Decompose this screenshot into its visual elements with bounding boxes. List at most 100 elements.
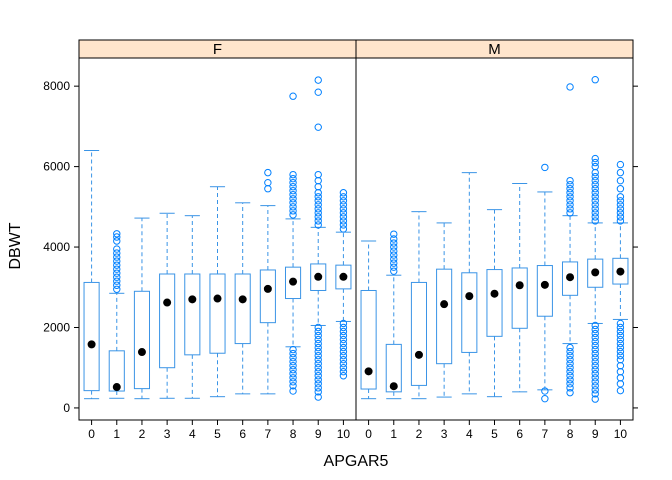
box-F-0 — [83, 150, 100, 400]
outlier-point — [591, 374, 599, 382]
outlier-point — [591, 321, 599, 330]
outlier-point — [566, 347, 574, 356]
outlier-point — [390, 255, 398, 263]
outlier-point — [314, 193, 322, 201]
box-M-10 — [612, 160, 629, 395]
outlier-point — [591, 357, 599, 366]
median-dot — [137, 348, 146, 357]
outlier-point — [591, 162, 599, 171]
outlier-point — [339, 335, 348, 344]
outlier-point — [339, 193, 348, 201]
outlier-point — [314, 331, 322, 340]
strip-label-M: M — [488, 41, 501, 58]
outlier-point — [314, 335, 322, 344]
outlier-point — [113, 269, 121, 277]
outlier-point — [289, 374, 297, 382]
x-tick-label: 5 — [214, 427, 221, 441]
box-F-3 — [159, 212, 176, 399]
box-body — [360, 289, 377, 390]
x-axis-title: APGAR5 — [324, 453, 389, 470]
outlier-point — [113, 265, 121, 273]
outlier-point — [289, 191, 297, 199]
outlier-point — [314, 201, 322, 209]
outlier-point — [113, 237, 121, 245]
x-tick-label: 6 — [516, 427, 523, 441]
box-F-4 — [184, 215, 201, 399]
box-body — [284, 266, 302, 300]
outlier-point — [616, 362, 625, 370]
y-tick-label: 8000 — [43, 79, 70, 93]
box-F-5 — [209, 186, 226, 398]
outlier-point — [616, 168, 625, 177]
box-F-8 — [284, 92, 302, 395]
outlier-point — [541, 394, 549, 403]
outlier-point — [591, 378, 599, 386]
box-body — [335, 264, 352, 290]
panel-M — [360, 76, 629, 403]
outlier-point — [314, 372, 322, 380]
outlier-point — [566, 205, 574, 213]
outlier-point — [616, 193, 625, 201]
outlier-point — [289, 199, 297, 207]
box-M-2 — [410, 211, 428, 400]
outlier-point — [314, 384, 322, 392]
outlier-point — [113, 261, 121, 269]
outlier-point — [264, 178, 272, 187]
box-body — [209, 273, 226, 354]
outlier-point — [339, 364, 348, 372]
box-body — [536, 265, 553, 317]
outlier-point — [566, 380, 574, 388]
outlier-point — [616, 323, 625, 332]
median-dot — [188, 295, 197, 304]
outlier-point — [616, 327, 625, 336]
box-body — [612, 257, 629, 285]
outlier-point — [390, 259, 398, 267]
outlier-point — [616, 355, 625, 364]
outlier-point — [591, 172, 599, 181]
median-dot — [515, 281, 524, 290]
outlier-point — [339, 339, 348, 348]
outlier-point — [314, 221, 322, 229]
y-tick-label: 0 — [63, 401, 70, 415]
outlier-point — [616, 331, 625, 340]
outlier-point — [314, 209, 322, 217]
outlier-point — [566, 193, 574, 201]
outlier-point — [591, 370, 599, 378]
y-tick-label: 2000 — [43, 320, 70, 334]
outlier-point — [314, 205, 322, 213]
outlier-point — [289, 353, 297, 362]
outlier-point — [289, 207, 297, 215]
box-body — [108, 350, 125, 392]
outlier-point — [566, 209, 574, 217]
outlier-point — [616, 339, 625, 348]
outlier-point — [289, 183, 297, 191]
outlier-point — [289, 366, 297, 374]
box-F-9 — [310, 76, 327, 401]
outlier-point — [616, 201, 625, 209]
x-tick-label: 8 — [567, 427, 574, 441]
outlier-point — [616, 335, 625, 344]
outlier-point — [314, 123, 322, 131]
x-tick-label: 4 — [189, 427, 196, 441]
outlier-point — [314, 388, 322, 396]
outlier-point — [591, 176, 599, 185]
outlier-point — [339, 331, 348, 340]
panels — [78, 57, 634, 421]
outlier-point — [314, 197, 322, 205]
outlier-point — [616, 217, 625, 225]
outlier-point — [339, 319, 348, 328]
panel-frame-F — [78, 57, 357, 421]
outlier-point — [591, 366, 599, 374]
outlier-point — [616, 386, 625, 395]
outlier-point — [591, 395, 599, 403]
outlier-point — [591, 181, 599, 189]
outlier-point — [591, 185, 599, 193]
outlier-point — [390, 243, 398, 251]
outlier-point — [113, 230, 121, 238]
outlier-point — [289, 357, 297, 366]
median-dot — [364, 367, 373, 376]
x-tick-label: 3 — [164, 427, 171, 441]
outlier-point — [289, 382, 297, 390]
outlier-point — [289, 178, 297, 187]
outlier-point — [314, 183, 322, 191]
